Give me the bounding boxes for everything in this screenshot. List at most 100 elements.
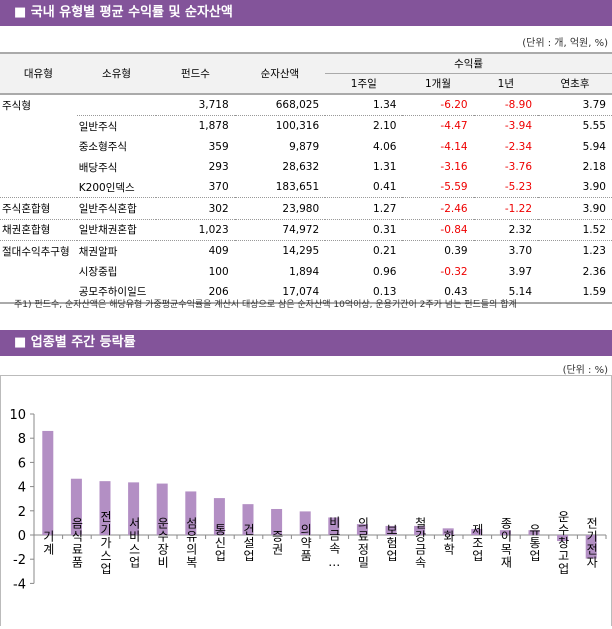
bar	[271, 508, 283, 535]
bar	[471, 528, 483, 535]
x-tick-label: 철강금속	[413, 517, 427, 569]
cell-m1: -0.32	[440, 265, 468, 278]
cell-y1: -5.23	[504, 181, 533, 194]
bar	[70, 478, 82, 535]
x-tick-label: 서비스업	[127, 517, 141, 569]
bar	[528, 530, 540, 535]
cell-w1: 1.31	[373, 161, 397, 174]
y-tick-label: 10	[9, 408, 26, 423]
cell-w1: 4.06	[373, 140, 397, 153]
cell-m1: -2.46	[402, 197, 474, 220]
cell-funds: 206	[208, 285, 229, 298]
y-tick-label: 4	[18, 481, 26, 496]
cell-ytd: 5.94	[582, 140, 606, 153]
sector-chart: 10 8 6 4 2 0 -2 -4 기계 음식료품 전기가스업 서비스업 운수장비 섬유의복 통신업 건설업…	[0, 375, 612, 626]
section-header-fund-returns: ■ 국내 유형별 평균 수익률 및 순자산액	[0, 0, 612, 26]
x-tick-label: 제조업	[470, 523, 484, 562]
cell-minor: 일반주식	[76, 115, 157, 137]
bar	[213, 498, 225, 535]
x-tick-label: 의약품	[299, 523, 313, 562]
table-row: 주식혼합형 일반주식혼합 302 23,980 1.27 -2.46 -1.22 3.90	[0, 197, 612, 220]
cell-w1: 1.34	[373, 99, 397, 112]
col-major: 대유형	[0, 53, 77, 94]
cell-m1: 0.39	[402, 240, 474, 262]
section-header-sector: ■ 업종별 주간 등락률	[0, 330, 612, 356]
cell-ytd: 2.36	[582, 265, 606, 278]
x-tick-label: 화학	[442, 530, 456, 556]
cell-w1: 2.10	[325, 115, 403, 137]
bar	[156, 483, 168, 535]
cell-y1: 2.32	[473, 218, 539, 241]
cell-assets: 1,894	[289, 265, 320, 278]
table-row: 채권혼합형 일반채권혼합 1,023 74,972 0.31 -0.84 2.32 1.52	[0, 218, 612, 241]
x-tick-label: 통신업	[213, 523, 227, 562]
cell-ytd: 1.23	[538, 240, 612, 262]
bar	[442, 528, 454, 535]
x-tick-label: 보험업	[385, 524, 399, 563]
bar	[328, 517, 340, 535]
cell-minor	[77, 94, 157, 116]
x-tick-label: 전기전자	[585, 517, 599, 569]
x-tick-label: 의료정밀	[356, 517, 370, 569]
cell-ytd: 1.59	[582, 285, 606, 298]
x-tick-label: 건설업	[242, 523, 256, 562]
table-row: 일반주식 1,878 100,316 2.10 -4.47 -3.94 5.55	[0, 115, 612, 137]
cell-assets: 74,972	[234, 218, 326, 241]
col-1m: 1개월	[402, 73, 474, 94]
cell-major	[0, 116, 77, 137]
col-1y: 1년	[473, 73, 539, 94]
cell-w1: 0.31	[325, 218, 403, 241]
cell-m1: -4.47	[402, 115, 474, 137]
x-tick-label: 증권	[270, 530, 284, 556]
cell-minor: 배당주식	[78, 161, 118, 174]
cell-w1: 0.21	[325, 240, 403, 262]
cell-y1: 5.14	[508, 285, 533, 298]
cell-assets: 9,879	[289, 140, 320, 153]
cell-funds: 100	[208, 265, 229, 278]
cell-funds: 370	[208, 181, 229, 194]
cell-funds: 409	[156, 240, 235, 262]
bar	[356, 524, 368, 535]
bar	[385, 525, 397, 535]
col-1w: 1주일	[325, 73, 403, 94]
col-ytd: 연초후	[538, 73, 612, 94]
cell-w1: 0.41	[373, 181, 397, 194]
cell-assets: 28,632	[282, 161, 320, 174]
table-row: 공모주하이일드 206 17,074 0.13 0.43 5.14 1.59	[0, 282, 612, 303]
cell-ytd: 1.52	[538, 218, 612, 241]
cell-ytd: 3.90	[538, 197, 612, 220]
cell-funds: 359	[208, 140, 229, 153]
y-tick-label: 0	[18, 529, 26, 544]
chart-unit-label: (단위 : %)	[562, 365, 608, 376]
cell-major	[0, 177, 77, 198]
cell-y1: -8.90	[504, 99, 533, 112]
cell-m1: -5.59	[440, 181, 468, 194]
bar	[499, 530, 511, 535]
x-tick-label: 음식료품	[70, 517, 84, 569]
bar	[185, 491, 197, 535]
cell-w1: 0.13	[373, 285, 397, 298]
bar	[42, 430, 54, 535]
y-tick-label: 8	[18, 432, 26, 447]
cell-funds: 302	[156, 197, 235, 220]
cell-assets: 14,295	[234, 240, 326, 262]
table-row: 시장중립 100 1,894 0.96 -0.32 3.97 2.36	[0, 261, 612, 281]
cell-funds: 1,878	[156, 115, 235, 137]
bar	[128, 482, 140, 535]
y-tick-label: -4	[13, 577, 26, 592]
cell-funds: 1,023	[156, 218, 235, 241]
cell-minor: 채권알파	[76, 240, 157, 262]
x-tick-label: 유통업	[528, 524, 542, 563]
table-row: 주식형 3,718 668,025 1.34 -6.20 -8.90 3.79	[0, 94, 612, 116]
cell-minor: 일반주식혼합	[76, 197, 157, 220]
cell-y1: -3.76	[504, 161, 533, 174]
cell-y1: -1.22	[473, 197, 539, 220]
cell-y1: -3.94	[473, 115, 539, 137]
x-tick-label: 전기가스업	[99, 510, 113, 575]
cell-assets: 17,074	[282, 285, 320, 298]
cell-major	[0, 137, 77, 157]
cell-major: 주식혼합형	[0, 197, 77, 220]
cell-minor: K200인덱스	[78, 181, 135, 194]
cell-funds: 3,718	[198, 99, 229, 112]
cell-w1: 0.96	[373, 265, 397, 278]
